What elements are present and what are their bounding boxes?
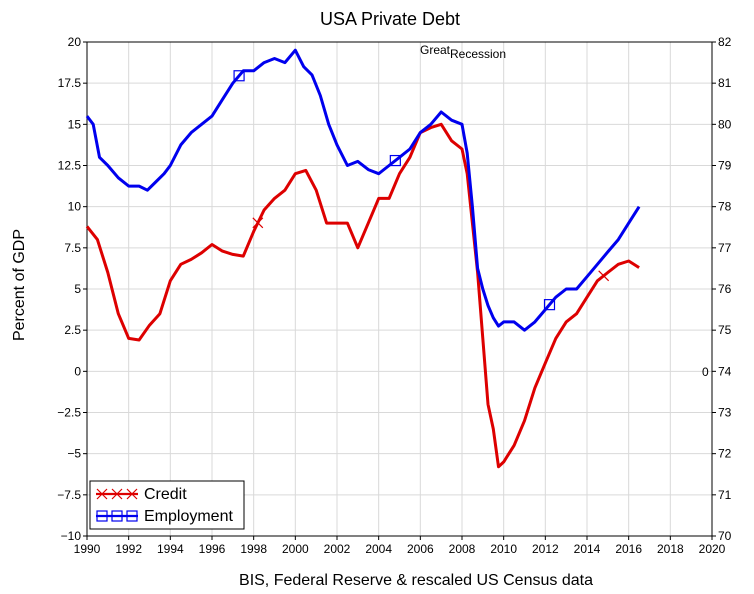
- y2-tick-label: 74: [718, 364, 732, 378]
- y-tick-label: 0: [74, 364, 81, 378]
- legend-employment-label: Employment: [144, 508, 233, 525]
- legend-credit-marker: [126, 488, 138, 500]
- x-tick-label: 2008: [449, 542, 476, 556]
- y2-tick-label: 79: [718, 159, 732, 173]
- y-tick-label: 7.5: [64, 241, 81, 255]
- y-tick-label: 2.5: [64, 323, 81, 337]
- x-tick-label: 1992: [115, 542, 142, 556]
- x-tick-label: 2006: [407, 542, 434, 556]
- x-tick-label: 2010: [490, 542, 517, 556]
- legend: Credit Employment: [89, 480, 245, 530]
- x-tick-label: 2016: [615, 542, 642, 556]
- y-tick-label: 17.5: [58, 76, 82, 90]
- x-tick-label: 1998: [240, 542, 267, 556]
- y2-tick-label: 71: [718, 488, 732, 502]
- plot-area: [85, 48, 641, 469]
- legend-employment-marker: [126, 510, 138, 522]
- x-tick-label: 2012: [532, 542, 559, 556]
- y2-tick-label: 72: [718, 447, 732, 461]
- y2-tick-label: 70: [718, 529, 732, 543]
- x-tick-label: 1994: [157, 542, 184, 556]
- y2-tick-label: 80: [718, 117, 732, 131]
- series-marker-employment: [233, 70, 245, 82]
- grid: [86, 41, 713, 537]
- y-tick-label: 10: [68, 200, 82, 214]
- y-tick-label: −7.5: [57, 488, 81, 502]
- series-marker-employment: [543, 299, 556, 311]
- legend-credit-marker: [111, 488, 123, 500]
- legend-employment-marker: [96, 510, 108, 522]
- series-marker-credit: [252, 217, 264, 229]
- annotation-zero: 0: [702, 365, 709, 379]
- y2-tick-label: 75: [718, 323, 732, 337]
- x-tick-label: 2018: [657, 542, 684, 556]
- legend-credit-markers: [96, 488, 138, 500]
- legend-credit-label: Credit: [144, 486, 187, 503]
- y2-tick-label: 81: [718, 76, 732, 90]
- x-tick-label: 2002: [324, 542, 351, 556]
- y2-tick-label: 82: [718, 35, 732, 49]
- y2-tick-label: 78: [718, 200, 732, 214]
- y-tick-label: 20: [68, 35, 82, 49]
- x-tick-label: 2004: [365, 542, 392, 556]
- y2-tick-label: 73: [718, 406, 732, 420]
- annotation-recession: Recession: [450, 47, 506, 61]
- plot-frame: [86, 41, 713, 537]
- legend-box: [89, 480, 245, 530]
- chart-title: USA Private Debt: [320, 9, 460, 29]
- x-tick-label: 1996: [199, 542, 226, 556]
- x-axis-label: BIS, Federal Reserve & rescaled US Censu…: [239, 572, 593, 589]
- axes: 1990 1992 1994 1996 1998 2000 2002 2004 2006 2008…: [57, 35, 731, 556]
- y-tick-label: −5: [67, 447, 81, 461]
- y-tick-label: 12.5: [58, 159, 82, 173]
- y-tick-label: −2.5: [57, 406, 81, 420]
- series-line-credit: [85, 122, 640, 469]
- legend-credit-marker: [96, 488, 108, 500]
- y-tick-label: 5: [74, 282, 81, 296]
- legend-employment-markers: [96, 510, 138, 522]
- y2-tick-label: 77: [718, 241, 732, 255]
- y2-tick-label: 76: [718, 282, 732, 296]
- annotation-great: Great: [420, 43, 451, 57]
- y-tick-label: −10: [61, 529, 82, 543]
- x-tick-label: 2000: [282, 542, 309, 556]
- series-marker-credit: [598, 270, 610, 282]
- x-tick-label: 2014: [574, 542, 601, 556]
- y-tick-label: 15: [68, 117, 82, 131]
- legend-employment-marker: [111, 510, 123, 522]
- y-axis-label: Percent of GDP: [11, 229, 28, 341]
- series-marker-employment: [389, 154, 401, 167]
- x-tick-label: 1990: [74, 542, 101, 556]
- series-line-employment: [85, 48, 641, 332]
- x-tick-label: 2020: [699, 542, 726, 556]
